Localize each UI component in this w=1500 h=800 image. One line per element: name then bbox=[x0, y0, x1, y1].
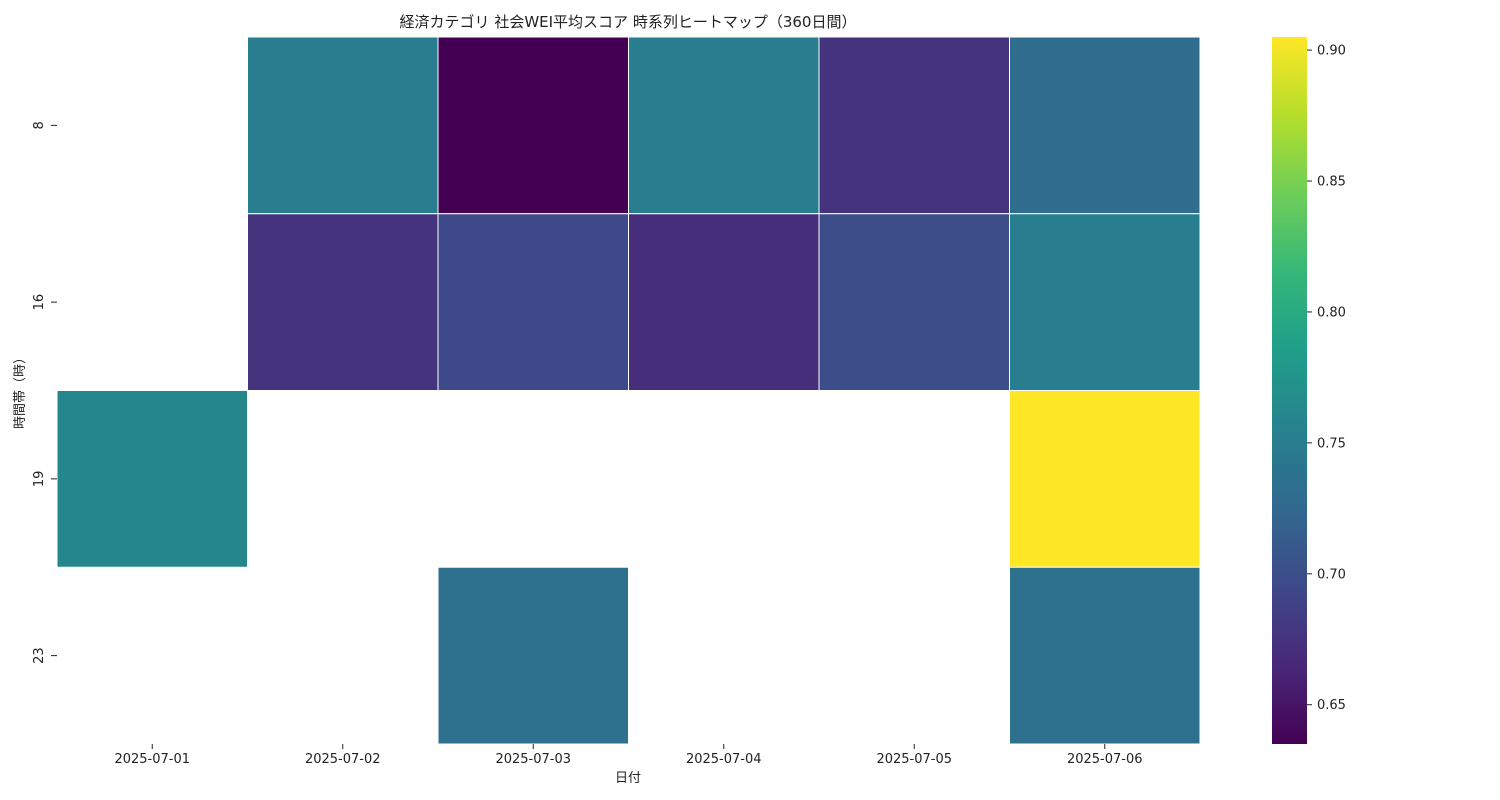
x-tick-label: 2025-07-04 bbox=[686, 752, 762, 767]
colorbar-tick-label: 0.75 bbox=[1317, 436, 1346, 451]
y-tick-label: 23 bbox=[32, 647, 47, 664]
y-axis-label: 時間帯（時） bbox=[13, 351, 28, 429]
colorbar-ticks: 0.65 0.70 0.75 0.80 0.85 0.90 bbox=[1307, 44, 1346, 713]
heatmap-cell bbox=[437, 213, 629, 391]
heatmap-cell bbox=[818, 36, 1010, 215]
colorbar-tick-label: 0.85 bbox=[1317, 175, 1346, 190]
colorbar bbox=[1272, 37, 1307, 744]
x-tick-label: 2025-07-03 bbox=[495, 752, 571, 767]
heatmap-cell bbox=[1009, 213, 1201, 391]
heatmap-cell bbox=[437, 566, 629, 745]
heatmap-cell bbox=[1009, 390, 1201, 568]
colorbar-tick-label: 0.70 bbox=[1317, 567, 1346, 582]
heatmap-cell bbox=[1009, 566, 1201, 745]
x-tick-label: 2025-07-06 bbox=[1067, 752, 1143, 767]
heatmap-cell bbox=[56, 390, 248, 568]
heatmap-cell bbox=[628, 36, 820, 215]
heatmap-cells bbox=[56, 36, 1201, 745]
x-tick-label: 2025-07-02 bbox=[305, 752, 381, 767]
colorbar-tick-label: 0.65 bbox=[1317, 698, 1346, 713]
heatmap-cell bbox=[818, 213, 1010, 391]
heatmap-cell bbox=[247, 213, 439, 391]
chart-title: 経済カテゴリ 社会WEI平均スコア 時系列ヒートマップ（360日間） bbox=[400, 13, 857, 31]
colorbar-tick-label: 0.90 bbox=[1317, 44, 1346, 59]
colorbar-tick-label: 0.80 bbox=[1317, 305, 1346, 320]
x-tick-label: 2025-07-01 bbox=[114, 752, 190, 767]
y-axis-ticks: 8 16 19 23 bbox=[32, 121, 57, 664]
y-tick-label: 8 bbox=[32, 121, 47, 129]
heatmap-cell bbox=[247, 36, 439, 215]
y-tick-label: 19 bbox=[32, 471, 47, 488]
x-axis-ticks: 2025-07-01 2025-07-02 2025-07-03 2025-07-04… bbox=[114, 744, 1143, 767]
heatmap-cell bbox=[628, 213, 820, 391]
x-axis-label: 日付 bbox=[615, 771, 641, 786]
heatmap-cell bbox=[437, 36, 629, 215]
x-tick-label: 2025-07-05 bbox=[876, 752, 952, 767]
heatmap-cell bbox=[1009, 36, 1201, 215]
y-tick-label: 16 bbox=[32, 294, 47, 311]
